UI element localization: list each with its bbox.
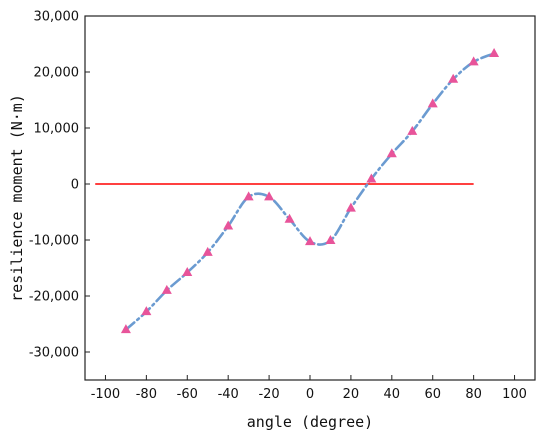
series-line <box>124 52 496 331</box>
data-point-marker <box>120 324 131 334</box>
x-tick-label: 80 <box>465 387 482 402</box>
y-tick-label: -30,000 <box>29 346 79 361</box>
x-tick-label: -60 <box>177 387 198 402</box>
x-tick-label: 0 <box>306 387 314 402</box>
y-axis-label: resilience moment (N·m) <box>8 94 26 302</box>
data-point-marker <box>264 191 275 201</box>
data-point-marker <box>427 98 438 108</box>
y-tick-label: 20,000 <box>34 66 80 81</box>
x-axis-label: angle (degree) <box>247 413 373 431</box>
x-tick-label: -40 <box>218 387 239 402</box>
y-tick-label: -10,000 <box>29 234 79 249</box>
data-point-marker <box>468 56 479 66</box>
y-tick-label: 10,000 <box>34 122 80 137</box>
x-axis-ticks: -100 -80 -60 -40 -20 0 20 40 60 80 100 <box>91 375 527 402</box>
data-point-marker <box>223 220 234 230</box>
x-tick-label: 100 <box>502 387 527 402</box>
x-tick-label: 60 <box>424 387 441 402</box>
data-point-marker <box>202 246 213 256</box>
data-point-marker <box>345 202 356 212</box>
data-point-marker <box>489 48 500 58</box>
data-point-marker <box>325 235 336 245</box>
data-point-marker <box>305 236 315 246</box>
y-tick-label: 30,000 <box>34 10 80 25</box>
series-curve-group <box>124 52 496 331</box>
y-tick-label: -20,000 <box>29 290 79 305</box>
plot-frame <box>84 15 536 381</box>
x-tick-label: -20 <box>258 387 279 402</box>
data-point-marker <box>141 306 152 316</box>
y-axis-ticks: -30,000 -20,000 -10,000 0 10,000 20,000 30,000 <box>29 10 90 361</box>
series-markers-group <box>120 48 500 334</box>
x-tick-label: -100 <box>91 387 121 402</box>
data-point-marker <box>182 266 193 276</box>
data-point-marker <box>366 173 377 183</box>
data-point-marker <box>284 213 295 223</box>
data-point-marker <box>243 191 254 201</box>
data-point-marker <box>161 284 172 294</box>
data-point-marker <box>407 125 418 135</box>
x-tick-label: 20 <box>343 387 360 402</box>
data-point-marker <box>386 148 397 158</box>
y-tick-label: 0 <box>71 178 79 193</box>
x-tick-label: -80 <box>136 387 157 402</box>
data-point-marker <box>448 73 459 83</box>
x-tick-label: 40 <box>384 387 401 402</box>
